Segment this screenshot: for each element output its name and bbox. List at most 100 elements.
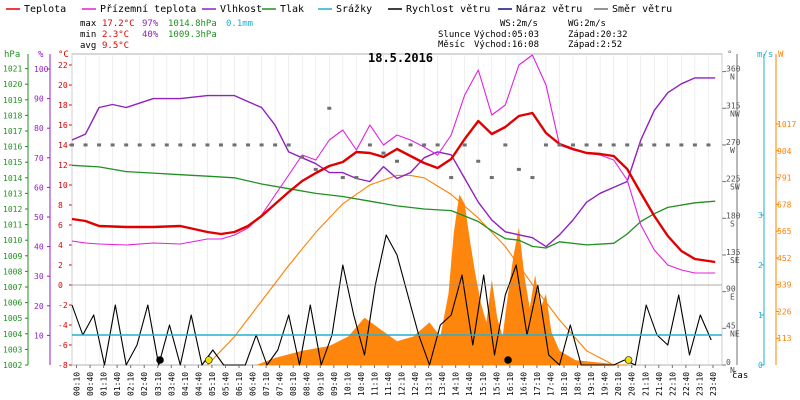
stat-max-temp: 17.2°C	[102, 19, 135, 29]
wind-direction-mark	[665, 143, 670, 147]
wind-direction-mark	[218, 143, 223, 147]
wind-direction-tick-label: 225	[726, 175, 741, 184]
wind-direction-tick-label: 180	[726, 211, 741, 220]
solar-tick-label: 1017	[777, 120, 796, 129]
x-tick-label: 07:10	[262, 372, 271, 396]
axis-unit-hpa: hPa	[4, 50, 20, 60]
stat-max-humidity: 97%	[142, 19, 159, 29]
wind-direction-compass-label: NE	[730, 329, 740, 338]
x-tick-label: 14:10	[452, 372, 461, 396]
x-tick-label: 13:10	[425, 372, 434, 396]
wind-direction-mark	[83, 143, 88, 147]
wind-direction-tick-label: 270	[726, 138, 741, 147]
wind-direction-compass-label: S	[730, 219, 735, 228]
pressure-tick-label: 1018	[3, 111, 22, 120]
wind-direction-tick-label: 315	[726, 101, 741, 110]
humidity-tick-label: 30	[34, 272, 44, 281]
x-tick-label: 10:10	[343, 372, 352, 396]
x-tick-label: 00:10	[73, 372, 82, 396]
x-tick-label: 19:10	[587, 372, 596, 396]
x-tick-label: 22:40	[682, 372, 691, 396]
wind-direction-mark	[137, 143, 142, 147]
solar-tick-label: 791	[777, 174, 792, 183]
pressure-tick-label: 1004	[3, 330, 22, 339]
stats-block: max 17.2°C 97% 1014.8hPa 0.1mm min 2.3°C…	[80, 19, 253, 51]
temperature-tick-label: 16	[58, 121, 68, 130]
wind-direction-mark	[395, 159, 399, 163]
x-tick-label: 11:10	[370, 372, 379, 396]
stat-max-label: max	[80, 19, 97, 29]
legend-label-naraz-vetru: Náraz větru	[516, 3, 582, 15]
legend-label-vlhkost: Vlhkost	[220, 4, 262, 15]
x-tick-label: 06:40	[249, 372, 258, 396]
wind-direction-tick-label: 360	[726, 65, 741, 74]
wind-direction-mark	[652, 143, 657, 147]
x-tick-label: 20:10	[614, 372, 623, 396]
humidity-tick-label: 70	[34, 154, 44, 163]
wind-speed-tick-label: 2	[758, 261, 763, 270]
axis-unit-ms: m/s	[757, 50, 773, 60]
humidity-tick-label: 60	[34, 183, 44, 192]
temperature-tick-label: 2	[58, 261, 63, 270]
wind-direction-mark	[313, 167, 318, 171]
wind-direction-mark	[584, 143, 589, 147]
wind-direction-mark	[462, 143, 467, 147]
wind-speed-tick-label: 3	[758, 211, 763, 220]
wind-direction-mark	[273, 143, 278, 147]
x-tick-label: 01:40	[113, 372, 122, 396]
axis-unit-deg: °	[727, 50, 732, 60]
solar-tick-label: 452	[777, 254, 792, 263]
x-tick-label: 08:40	[303, 372, 312, 396]
solar-tick-label: 565	[777, 227, 792, 236]
humidity-tick-label: 90	[34, 95, 44, 104]
x-tick-label: 16:40	[519, 372, 528, 396]
wind-direction-mark	[679, 143, 684, 147]
wind-direction-mark	[286, 143, 291, 147]
astro-sun-rise: Východ:05:03	[474, 30, 539, 40]
calm-marker	[504, 356, 512, 364]
wind-speed-tick-label: 1	[758, 311, 763, 320]
wind-direction-compass-label: N	[730, 73, 735, 82]
pressure-tick-label: 1019	[3, 96, 22, 105]
wind-direction-mark	[232, 143, 237, 147]
wind-direction-mark	[638, 143, 643, 147]
wind-direction-compass-label: SE	[730, 256, 740, 265]
humidity-tick-label: 100	[34, 65, 49, 74]
temperature-tick-label: 18	[58, 101, 68, 110]
wind-direction-mark	[706, 143, 711, 147]
wind-direction-compass-label: E	[730, 293, 735, 302]
wind-direction-tick-label: 135	[726, 248, 741, 257]
precip-area	[256, 194, 625, 365]
temperature-tick-label: 22	[58, 61, 68, 70]
x-tick-label: 05:40	[222, 372, 231, 396]
wind-direction-tick-label: 45	[726, 321, 736, 330]
calm-marker	[204, 356, 213, 364]
x-tick-label: 18:10	[560, 372, 569, 396]
wind-direction-mark	[246, 143, 251, 147]
astro-moon-rise: Východ:16:08	[474, 40, 539, 50]
wind-direction-mark	[354, 176, 359, 180]
humidity-tick-label: 10	[34, 331, 44, 340]
wind-direction-mark	[476, 159, 481, 163]
stat-min-label: min	[80, 30, 96, 40]
pressure-tick-label: 1010	[3, 236, 22, 245]
temperature-tick-label: -6	[58, 341, 68, 350]
x-tick-label: 15:10	[479, 372, 488, 396]
wind-direction-mark	[367, 143, 372, 147]
x-tick-label: 21:40	[655, 372, 664, 396]
legend-label-prizemni-teplota: Přízemní teplota	[100, 3, 196, 15]
x-tick-label: 15:40	[492, 372, 501, 396]
temperature-tick-label: 10	[58, 181, 68, 190]
x-tick-label: 17:40	[547, 372, 556, 396]
pressure-tick-label: 1020	[3, 80, 22, 89]
stat-min-pressure: 1009.3hPa	[168, 30, 217, 40]
x-tick-label: 09:40	[330, 372, 339, 396]
stat-min-humidity: 40%	[142, 30, 159, 40]
pressure-tick-label: 1014	[3, 174, 22, 183]
wind-direction-mark	[259, 143, 264, 147]
calm-markers	[156, 356, 633, 364]
astro-block: WS:2m/s WG:2m/s Slunce Východ:05:03 Zápa…	[438, 19, 628, 50]
legend-label-smer-vetru: Směr větru	[612, 3, 672, 15]
series-lines	[71, 54, 716, 366]
x-tick-label: 12:10	[398, 372, 407, 396]
